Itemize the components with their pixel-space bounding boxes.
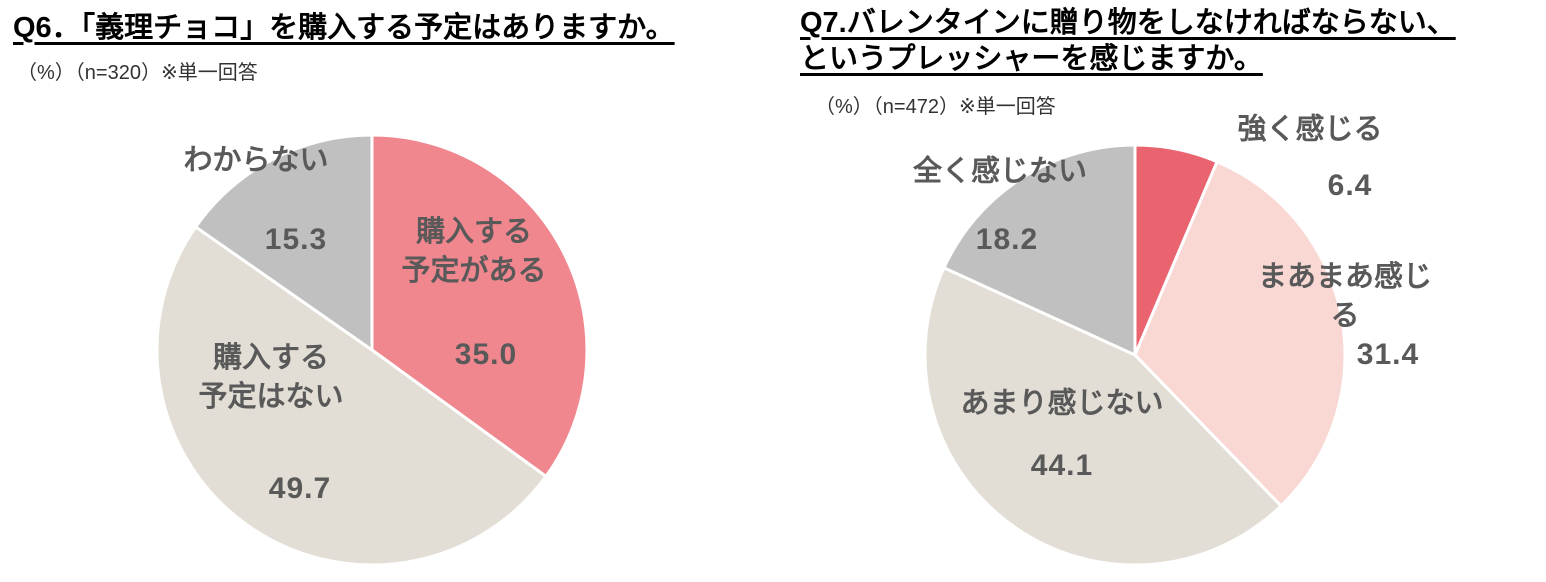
slice-value-wakaranai: 15.3 (264, 222, 328, 256)
pie-slice (155, 225, 548, 567)
slice-value-mattaku: 18.2 (975, 222, 1039, 256)
slice-label-wakaranai: わからない (183, 144, 329, 177)
slice-value-kounyu-nai: 49.7 (268, 471, 332, 505)
slice-value-tsuyoku: 6.4 (1327, 168, 1373, 202)
slice-value-kounyu-aru: 35.0 (454, 337, 518, 371)
chart-subtitle-q6: （%）（n=320）※単一回答 (17, 62, 258, 84)
pie-slice (1133, 160, 1347, 508)
pie-slice (942, 143, 1137, 357)
pie-slice (194, 133, 374, 352)
slice-label-kounyu-nai: 購入する 予定はない (198, 341, 344, 413)
pie-slice (370, 133, 589, 478)
slice-label-amari: あまり感じない (960, 387, 1164, 420)
slice-value-amari: 44.1 (1030, 448, 1094, 482)
chart-subtitle-q7: （%）（n=472）※単一回答 (815, 96, 1056, 118)
slice-label-maamaa: まあまあ感じる (1257, 260, 1432, 332)
slice-label-mattaku: 全く感じない (912, 155, 1088, 188)
pie-chart-q7 (923, 143, 1347, 567)
pie-chart-q6 (155, 133, 589, 567)
slice-label-tsuyoku: 強く感じる (1237, 113, 1383, 146)
slice-label-kounyu-aru: 購入する 予定がある (401, 215, 547, 287)
chart-title-q6: Q6．「義理チョコ」を購入する予定はありますか。 (13, 12, 675, 44)
pie-slice (923, 266, 1283, 567)
chart-title-q7: Q7.バレンタインに贈り物をしなければならない、 というプレッシャーを感じますか… (800, 7, 1456, 76)
slice-value-maamaa: 31.4 (1356, 337, 1420, 371)
